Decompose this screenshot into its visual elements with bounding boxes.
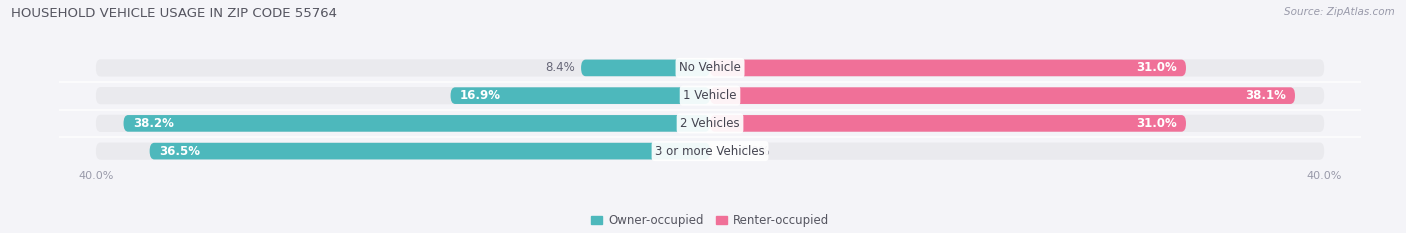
Text: 3 or more Vehicles: 3 or more Vehicles (655, 145, 765, 158)
Text: No Vehicle: No Vehicle (679, 62, 741, 74)
Text: 31.0%: 31.0% (1136, 117, 1177, 130)
FancyBboxPatch shape (96, 115, 1324, 132)
FancyBboxPatch shape (710, 87, 1295, 104)
Text: 38.1%: 38.1% (1244, 89, 1285, 102)
Text: 0.0%: 0.0% (741, 145, 770, 158)
FancyBboxPatch shape (96, 59, 1324, 76)
Text: Source: ZipAtlas.com: Source: ZipAtlas.com (1284, 7, 1395, 17)
FancyBboxPatch shape (124, 115, 710, 132)
FancyBboxPatch shape (581, 60, 710, 76)
Text: 8.4%: 8.4% (546, 62, 575, 74)
Text: 2 Vehicles: 2 Vehicles (681, 117, 740, 130)
FancyBboxPatch shape (96, 87, 1324, 104)
Text: 31.0%: 31.0% (1136, 62, 1177, 74)
Legend: Owner-occupied, Renter-occupied: Owner-occupied, Renter-occupied (586, 209, 834, 232)
FancyBboxPatch shape (149, 143, 710, 159)
FancyBboxPatch shape (450, 87, 710, 104)
FancyBboxPatch shape (710, 60, 1187, 76)
FancyBboxPatch shape (710, 115, 1187, 132)
Text: 38.2%: 38.2% (132, 117, 173, 130)
Text: 36.5%: 36.5% (159, 145, 200, 158)
Text: HOUSEHOLD VEHICLE USAGE IN ZIP CODE 55764: HOUSEHOLD VEHICLE USAGE IN ZIP CODE 5576… (11, 7, 337, 20)
Text: 16.9%: 16.9% (460, 89, 501, 102)
Text: 1 Vehicle: 1 Vehicle (683, 89, 737, 102)
FancyBboxPatch shape (96, 143, 1324, 160)
